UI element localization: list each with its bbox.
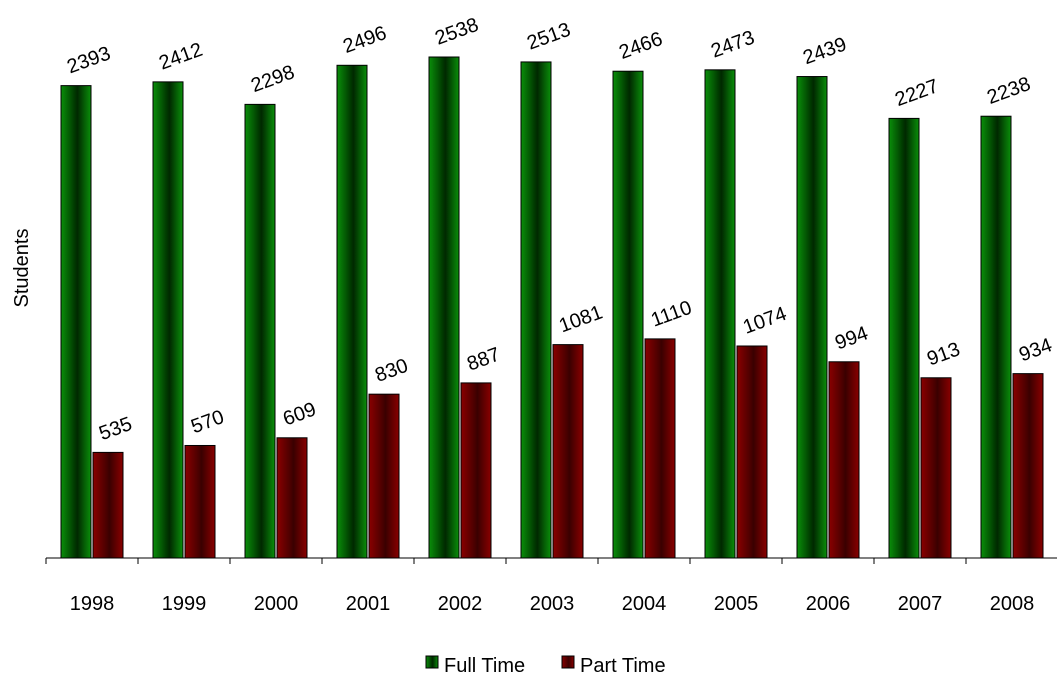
data-label-part-time-1999: 570 [188, 406, 227, 438]
x-tick-label-2007: 2007 [898, 593, 943, 615]
bar-part-time-2005 [736, 345, 768, 559]
bar-full-time-2001 [336, 64, 368, 559]
data-label-part-time-2003: 1081 [556, 301, 605, 337]
bar-full-time-1999 [152, 81, 184, 559]
bar-part-time-2008 [1012, 373, 1044, 559]
data-label-full-time-2003: 2513 [524, 19, 573, 55]
data-label-part-time-2001: 830 [372, 355, 411, 387]
data-label-part-time-1998: 535 [96, 413, 135, 445]
x-tick-label-1998: 1998 [70, 593, 115, 615]
data-label-part-time-2004: 1110 [648, 297, 695, 332]
x-tick-label-2004: 2004 [622, 593, 667, 615]
x-tick-label-2000: 2000 [254, 593, 299, 615]
bar-full-time-2003 [520, 61, 552, 559]
data-label-full-time-2002: 2538 [432, 14, 481, 50]
data-label-part-time-2005: 1074 [740, 303, 789, 339]
data-label-full-time-2008: 2238 [984, 73, 1033, 109]
bar-part-time-2000 [276, 437, 308, 559]
data-label-part-time-2006: 994 [832, 322, 871, 354]
legend-label-part-time: Part Time [580, 655, 666, 677]
bar-full-time-2005 [704, 69, 736, 559]
bar-full-time-2004 [612, 70, 644, 559]
legend-swatch-full-time [425, 655, 439, 669]
legend-label-full-time: Full Time [444, 655, 525, 677]
x-tick-label-2003: 2003 [530, 593, 575, 615]
legend: Full Time Part Time [425, 655, 666, 677]
x-tick-label-2008: 2008 [990, 593, 1035, 615]
bar-part-time-2004 [644, 338, 676, 559]
data-label-full-time-2005: 2473 [708, 27, 757, 63]
data-label-full-time-2004: 2466 [616, 28, 665, 64]
data-label-full-time-1998: 2393 [64, 42, 113, 78]
x-tick-label-2006: 2006 [806, 593, 851, 615]
bar-part-time-1999 [184, 444, 216, 559]
x-tick-label-1999: 1999 [162, 593, 207, 615]
x-tick-label-2002: 2002 [438, 593, 483, 615]
bar-part-time-2006 [828, 361, 860, 559]
bar-full-time-2007 [888, 117, 920, 559]
data-label-full-time-2007: 2227 [892, 75, 941, 111]
data-label-part-time-2007: 913 [924, 338, 963, 370]
bar-part-time-2007 [920, 377, 952, 559]
legend-swatch-part-time [561, 655, 575, 669]
bar-full-time-2000 [244, 103, 276, 559]
data-label-part-time-2002: 887 [464, 344, 503, 376]
bar-part-time-1998 [92, 451, 124, 559]
data-label-full-time-2006: 2439 [800, 33, 849, 69]
data-label-full-time-1999: 2412 [156, 39, 205, 75]
x-tick-label-2001: 2001 [346, 593, 391, 615]
bar-part-time-2003 [552, 344, 584, 559]
data-label-full-time-2001: 2496 [340, 22, 389, 58]
bar-full-time-1998 [60, 85, 92, 559]
bar-full-time-2008 [980, 115, 1012, 559]
bar-full-time-2002 [428, 56, 460, 559]
bar-part-time-2002 [460, 382, 492, 559]
bar-full-time-2006 [796, 76, 828, 559]
data-label-part-time-2008: 934 [1016, 334, 1055, 366]
data-label-full-time-2000: 2298 [248, 61, 297, 97]
y-axis-title: Students [11, 229, 33, 308]
x-tick-label-2005: 2005 [714, 593, 759, 615]
data-label-part-time-2000: 609 [280, 398, 319, 430]
bar-part-time-2001 [368, 393, 400, 559]
